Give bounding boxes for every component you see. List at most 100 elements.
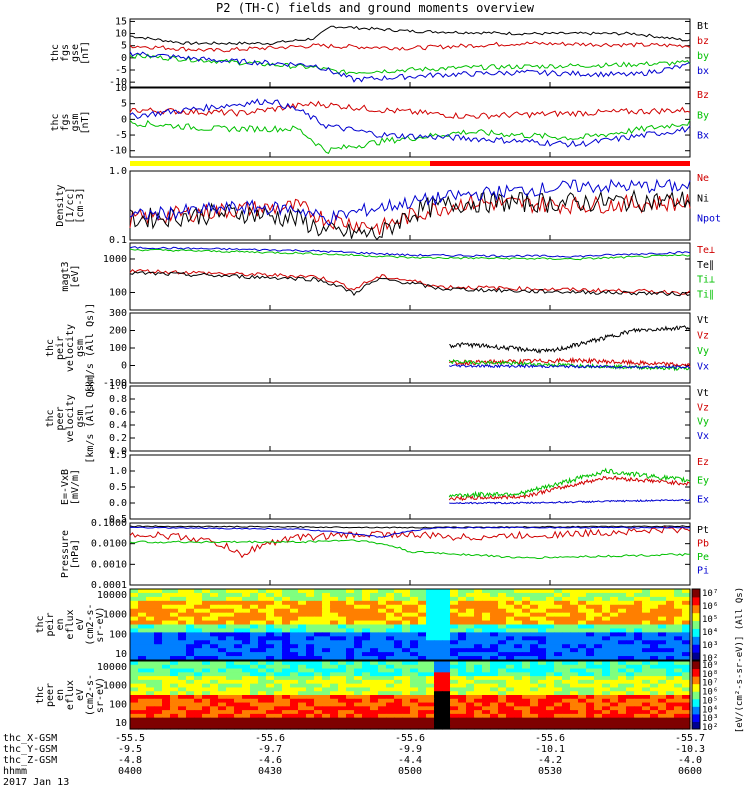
y-axis-label: E=-VxB (60, 469, 71, 505)
legend-bz: bz (697, 36, 709, 47)
y-tick-label: 0 (121, 53, 127, 64)
legend-by: by (697, 51, 709, 62)
y-axis-label: Pressure (60, 530, 71, 578)
colorbar-tick: 10⁴ (702, 628, 718, 638)
legend-Vy: Vy (697, 346, 709, 357)
colorbar-tick: 10⁸ (702, 670, 718, 680)
y-axis-label: magt3 (60, 261, 71, 291)
colorbar-frame (691, 588, 701, 661)
x-axis-value: 0430 (257, 766, 283, 777)
y-axis-label: thc (35, 615, 46, 633)
x-axis-value: -4.4 (397, 755, 423, 766)
y-axis-label: sr-eV) (95, 606, 106, 642)
legend-Vz: Vz (697, 402, 709, 413)
x-axis-value: -55.6 (394, 733, 426, 744)
series-Ti-perp (129, 246, 691, 258)
y-tick-label: 10 (115, 718, 127, 729)
y-axis-label: peir (45, 612, 56, 636)
y-tick-label: 0.8 (109, 394, 127, 405)
x-axis-value: -4.2 (537, 755, 563, 766)
y-tick-label: 0.0 (109, 446, 127, 457)
y-tick-label: 10 (115, 83, 127, 94)
mode-bar-yellow (130, 161, 430, 166)
legend-Vt: Vt (697, 388, 709, 399)
series-Bz (129, 100, 691, 120)
legend-Ni: Ni (697, 193, 709, 204)
colorbar-swatch (692, 620, 700, 629)
legend-Pt: Pt (697, 525, 709, 536)
y-tick-label: 200 (109, 326, 127, 337)
x-axis-value: 0400 (117, 766, 143, 777)
colorbar-frame (691, 660, 701, 730)
colorbar-swatch (692, 644, 700, 653)
panel-frame-efield (129, 454, 691, 520)
y-axis-label: eflux (65, 680, 76, 710)
legend-Bz: Bz (697, 90, 709, 101)
legend-Ey: Ey (697, 476, 709, 487)
colorbar-tick: 10² (702, 654, 718, 664)
legend-Ne: Ne (697, 173, 709, 184)
panel-frame-fgs-gsm (129, 87, 691, 158)
colorbar-tick: 10⁷ (702, 589, 718, 599)
series-Ez (448, 475, 691, 502)
colorbar-tick: 10² (702, 723, 718, 733)
y-tick-label: -5 (115, 65, 127, 76)
series-Pb (129, 526, 691, 559)
spectrogram-frame (129, 588, 691, 661)
y-tick-label: 0.0001 (91, 580, 127, 591)
y-tick-label: 0.0 (109, 498, 127, 509)
y-axis-label: [nPa] (70, 539, 81, 569)
colorbar-tick: 10⁹ (702, 661, 718, 671)
y-tick-label: 0 (121, 114, 127, 125)
legend-Ex: Ex (697, 494, 709, 505)
y-axis-label: Density (55, 184, 66, 226)
legend-bx: bx (697, 66, 709, 77)
y-tick-label: 10000 (97, 590, 127, 601)
y-tick-label: 0.6 (109, 407, 127, 418)
y-tick-label: 0.5 (109, 482, 127, 493)
y-axis-label: [cm-3] (75, 187, 86, 223)
y-tick-label: 0 (121, 361, 127, 372)
colorbar-swatch (692, 636, 700, 645)
series-Ex (449, 498, 691, 505)
y-tick-label: 10 (115, 649, 127, 660)
y-axis-label: peer (45, 683, 56, 707)
y-tick-label: 0.1000 (91, 518, 127, 529)
series-Bt (129, 25, 691, 46)
y-axis-label: fgs (60, 44, 71, 62)
y-tick-label: -5 (115, 130, 127, 141)
colorbar-tick: 10⁶ (702, 602, 718, 612)
y-tick-label: 0.2 (109, 433, 127, 444)
legend-Bx: Bx (697, 131, 709, 142)
y-axis-label: [1/cc] (65, 187, 76, 223)
colorbar-label: [eV/(cm²-s-sr-eV)] (All Qs) (735, 587, 745, 733)
colorbar-tick: 10³ (702, 641, 718, 651)
colorbar-tick: 10⁴ (702, 705, 718, 715)
y-axis-label: [km/s (All Qs)] (85, 373, 96, 463)
y-axis-label: eflux (65, 609, 76, 639)
y-axis-label: thc (45, 339, 56, 357)
series-by (129, 52, 691, 75)
x-axis-row-label: hhmm (3, 766, 28, 777)
legend-Pi: Pi (697, 566, 709, 577)
series-Pt (129, 525, 691, 529)
y-axis-label: sr-eV) (95, 677, 106, 713)
y-tick-label: -100 (103, 378, 127, 389)
mode-bar-red (430, 161, 690, 166)
y-tick-label: 100 (109, 629, 127, 640)
colorbar-tick: 10³ (702, 714, 718, 724)
x-axis-value: -4.8 (117, 755, 143, 766)
series-Npot (129, 178, 691, 226)
y-tick-label: 5 (121, 99, 127, 110)
series-Ey (448, 467, 691, 499)
x-axis-value: -4.6 (257, 755, 283, 766)
legend-Ti⊥: Ti⊥ (697, 275, 715, 286)
colorbar-swatch (692, 676, 700, 685)
series-Pi (129, 526, 691, 538)
colorbar-swatch (692, 706, 700, 715)
legend-Vy: Vy (697, 417, 709, 428)
y-axis-label: en (55, 618, 66, 630)
y-axis-label: (cm2-s- (85, 603, 96, 645)
y-axis-label: en (55, 689, 66, 701)
colorbar-swatch (692, 596, 700, 606)
